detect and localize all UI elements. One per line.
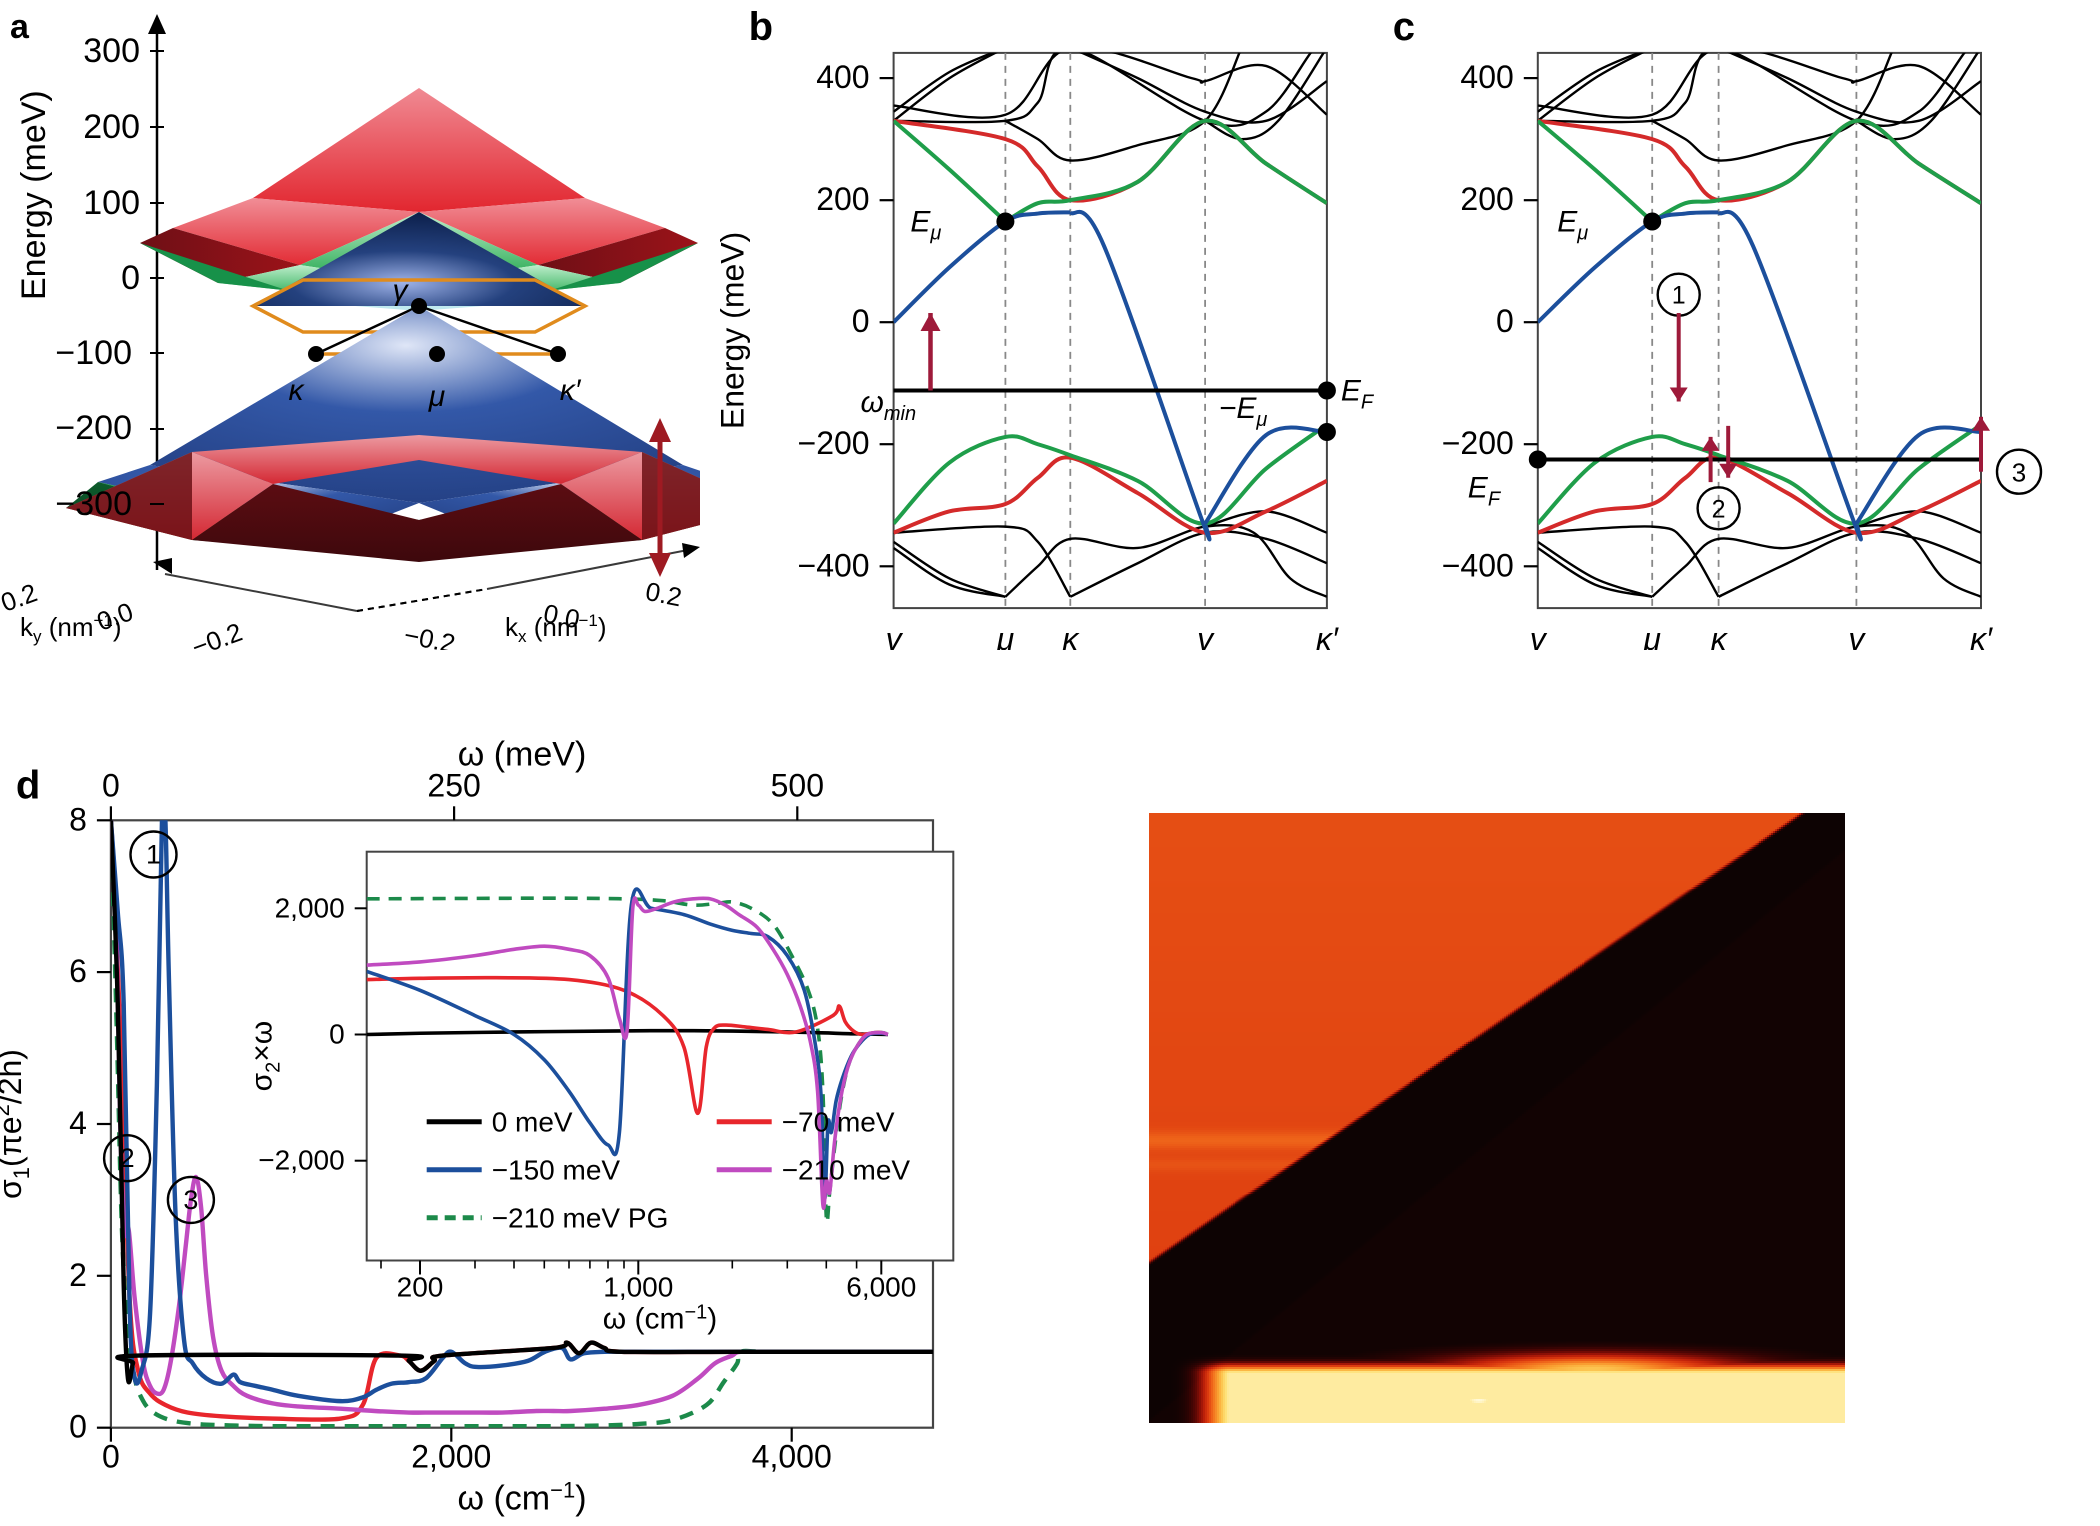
svg-text:−70 meV: −70 meV	[782, 1107, 895, 1138]
svg-text:6,000: 6,000	[846, 1272, 916, 1303]
svg-text:−150 meV: −150 meV	[492, 1155, 621, 1186]
svg-text:0: 0	[102, 767, 120, 803]
svg-text:σ2×ω: σ2×ω	[246, 1021, 285, 1092]
svg-text:4,000: 4,000	[752, 1439, 832, 1475]
svg-text:1: 1	[146, 840, 161, 870]
svg-text:2: 2	[120, 1143, 135, 1173]
svg-text:0 meV: 0 meV	[492, 1107, 573, 1138]
svg-text:0: 0	[102, 1439, 120, 1475]
svg-text:−210 meV: −210 meV	[782, 1155, 911, 1186]
svg-text:0: 0	[329, 1019, 345, 1050]
svg-text:0: 0	[69, 1409, 87, 1445]
svg-text:8: 8	[69, 801, 87, 837]
svg-text:3: 3	[183, 1185, 198, 1215]
svg-text:σ1(πe2/2h): σ1(πe2/2h)	[0, 1049, 34, 1199]
svg-text:2: 2	[69, 1257, 87, 1293]
svg-text:−2,000: −2,000	[258, 1145, 344, 1176]
svg-text:250: 250	[427, 767, 480, 803]
svg-text:ω (cm−1): ω (cm−1)	[457, 1478, 586, 1518]
svg-text:2,000: 2,000	[411, 1439, 491, 1475]
svg-text:2,000: 2,000	[275, 892, 345, 923]
svg-text:ω (cm−1): ω (cm−1)	[603, 1302, 718, 1336]
svg-text:1,000: 1,000	[603, 1272, 673, 1303]
svg-text:−210 meV PG: −210 meV PG	[492, 1203, 669, 1234]
svg-text:6: 6	[69, 953, 87, 989]
svg-text:500: 500	[771, 767, 824, 803]
svg-text:4: 4	[69, 1105, 87, 1141]
svg-text:d: d	[16, 763, 40, 807]
svg-text:200: 200	[397, 1272, 444, 1303]
